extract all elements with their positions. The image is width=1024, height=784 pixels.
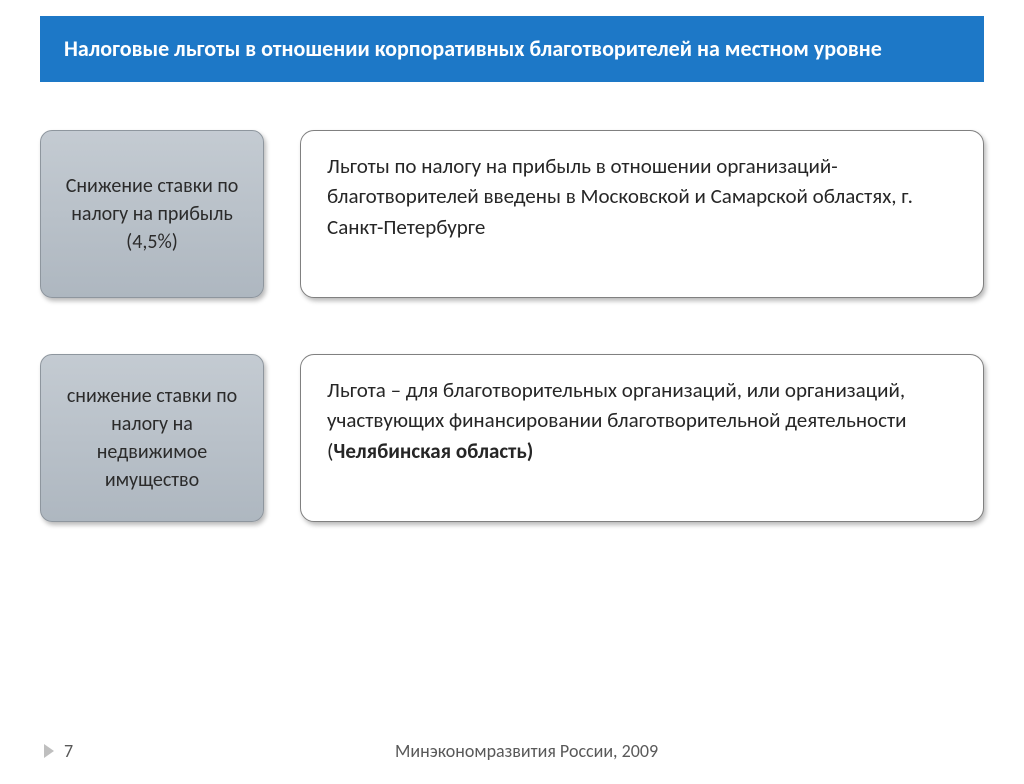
slide-title-bar: Налоговые льготы в отношении корпоративн… xyxy=(40,16,984,82)
right-box-2-bold: Челябинская область) xyxy=(333,438,533,464)
page-arrow-icon xyxy=(44,744,54,758)
right-box-2: Льгота – для благотворительных организац… xyxy=(300,354,984,522)
row-1: Снижение ставки по налогу на прибыль (4,… xyxy=(40,130,984,298)
left-box-1-text: Снижение ставки по налогу на прибыль (4,… xyxy=(55,172,249,256)
right-box-1-text: Льготы по налогу на прибыль в отношении … xyxy=(327,151,957,242)
left-box-2: снижение ставки по налогу на недвижимое … xyxy=(40,354,264,522)
left-box-1: Снижение ставки по налогу на прибыль (4,… xyxy=(40,130,264,298)
slide-footer: 7 Минэкономразвития России, 2009 xyxy=(0,740,1024,762)
right-box-2-text: Льгота – для благотворительных организац… xyxy=(327,375,957,466)
slide-content: Снижение ставки по налогу на прибыль (4,… xyxy=(0,82,1024,522)
row-2: снижение ставки по налогу на недвижимое … xyxy=(40,354,984,522)
footer-org: Минэкономразвития России, 2009 xyxy=(73,740,980,762)
slide-title: Налоговые льготы в отношении корпоративн… xyxy=(64,35,882,62)
left-box-2-text: снижение ставки по налогу на недвижимое … xyxy=(55,382,249,494)
right-box-1: Льготы по налогу на прибыль в отношении … xyxy=(300,130,984,298)
page-number: 7 xyxy=(64,740,73,762)
